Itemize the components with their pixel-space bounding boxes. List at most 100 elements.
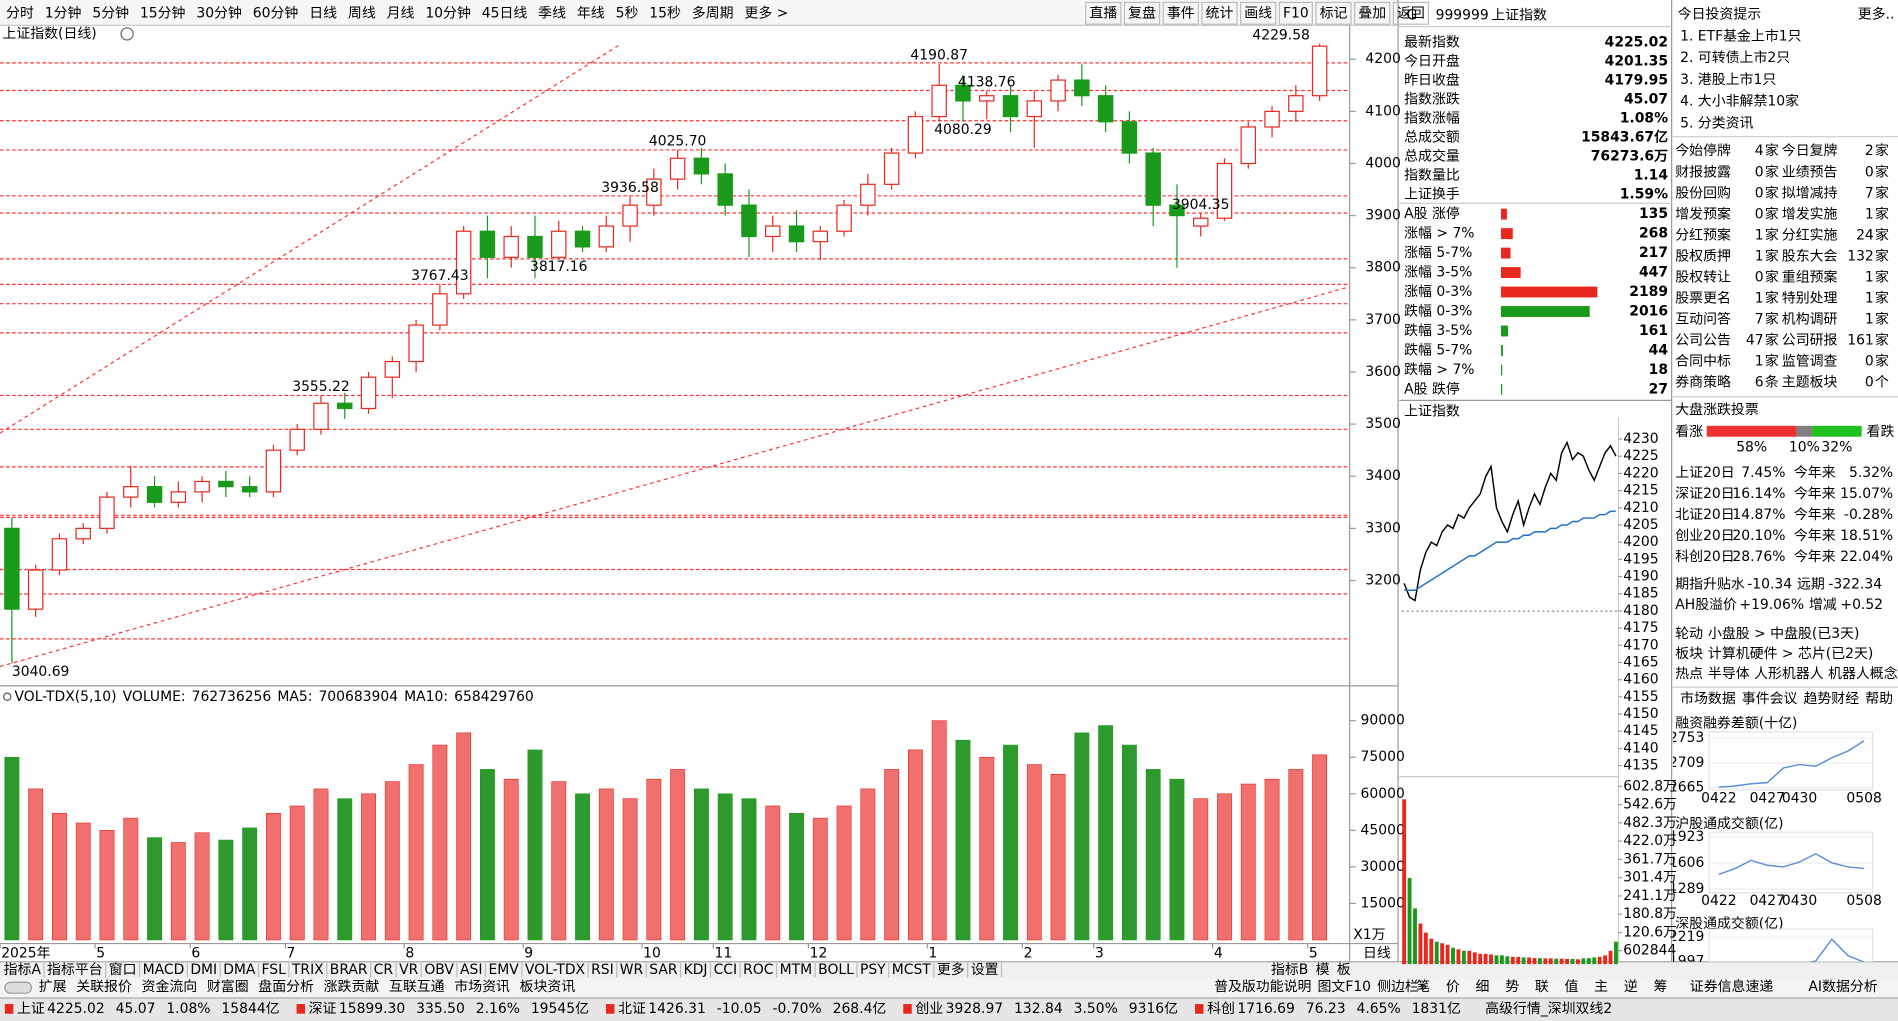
candle-body xyxy=(313,402,329,430)
indicator-tab[interactable]: 模 xyxy=(1316,962,1330,978)
period-tab[interactable]: 季线 xyxy=(538,5,566,21)
period-tab[interactable]: 30分钟 xyxy=(196,4,242,21)
side-tab[interactable]: 趋势财经 xyxy=(1804,691,1860,707)
mini-frame xyxy=(1708,731,1874,791)
candle-body xyxy=(1050,79,1066,102)
period-tab[interactable]: 多周期 xyxy=(692,4,734,21)
toolbar-button[interactable]: 统计 xyxy=(1206,5,1234,21)
indicator-tab[interactable]: 窗口 xyxy=(109,961,137,978)
indicator-tab[interactable]: CCI xyxy=(714,962,738,978)
indicator-tab[interactable]: ASI xyxy=(460,962,482,978)
axis-unit: X1万 xyxy=(1353,927,1385,943)
toolbar-bg xyxy=(0,0,1399,26)
view-tab[interactable]: 联 xyxy=(1535,979,1549,995)
indicator-tab[interactable]: 设置 xyxy=(971,962,999,978)
indicator-tab[interactable]: DMI xyxy=(190,962,217,978)
view-tab[interactable]: 价 xyxy=(1446,979,1460,995)
toolbar-button[interactable]: 复盘 xyxy=(1128,4,1156,21)
view-tab[interactable]: 筹 xyxy=(1653,978,1667,995)
side-tab[interactable]: 事件会议 xyxy=(1742,691,1798,707)
y-tick-label: 4220 xyxy=(1623,465,1658,481)
indicator-tab[interactable]: 指标A xyxy=(4,962,42,978)
indicator-tab[interactable]: 指标B xyxy=(1271,962,1308,978)
event-label: 监管调查 xyxy=(1782,354,1838,370)
info-tab[interactable]: 侧边栏» xyxy=(1377,979,1427,995)
dropdown-icon[interactable] xyxy=(120,27,134,41)
toolbar-button[interactable]: F10 xyxy=(1283,5,1309,21)
view-tab[interactable]: 笔 xyxy=(1416,979,1430,995)
period-tab[interactable]: 15分钟 xyxy=(140,4,186,21)
period-tab[interactable]: 10分钟 xyxy=(425,4,471,21)
indicator-tab[interactable]: CR xyxy=(374,962,394,978)
period-tab[interactable]: 1分钟 xyxy=(45,4,82,21)
event-unit: 家 xyxy=(1875,332,1889,349)
indicator-tab[interactable]: 板 xyxy=(1337,962,1351,978)
indicator-tab[interactable]: BRAR xyxy=(330,962,368,978)
indicator-tab[interactable]: VOL-TDX xyxy=(525,962,586,978)
period-tab[interactable]: 15秒 xyxy=(649,5,681,21)
side-link[interactable]: 证券信息速递 xyxy=(1690,978,1774,995)
indicator-tab[interactable]: EMV xyxy=(488,962,519,978)
indicator-tab[interactable]: KDJ xyxy=(684,962,708,978)
period-tab[interactable]: 周线 xyxy=(348,5,376,21)
info-tab[interactable]: 盘面分析 xyxy=(258,978,314,995)
indicator-tab[interactable]: ROC xyxy=(743,962,773,978)
toolbar-button[interactable]: 标记 xyxy=(1320,5,1348,21)
info-tab[interactable]: 普及版功能说明 xyxy=(1214,979,1311,995)
info-tab[interactable]: 关联报价 xyxy=(76,979,132,995)
view-tab[interactable]: 细 xyxy=(1476,979,1490,995)
indicator-tab[interactable]: VR xyxy=(399,962,419,978)
tip-count: 2 xyxy=(1767,50,1776,66)
period-tab[interactable]: 月线 xyxy=(387,5,415,21)
view-tab[interactable]: 势 xyxy=(1505,979,1519,995)
period-tab[interactable]: 年线 xyxy=(577,5,605,21)
info-tab[interactable]: 互联互通 xyxy=(389,979,445,995)
row-label: 今年来 xyxy=(1794,486,1836,502)
volume-bar xyxy=(170,842,186,941)
info-tab[interactable]: 板块资讯 xyxy=(520,979,576,995)
y-tick-label: 422.0万 xyxy=(1623,833,1677,849)
indicator-tab[interactable]: PSY xyxy=(860,962,886,978)
period-tab[interactable]: 60分钟 xyxy=(253,4,299,21)
toolbar-button[interactable]: 画线 xyxy=(1244,5,1272,21)
indicator-tab[interactable]: MCST xyxy=(892,962,932,978)
indicator-tab[interactable]: MACD xyxy=(143,962,185,978)
toolbar-button[interactable]: 直播 xyxy=(1089,4,1117,21)
row-label: 创业20日 xyxy=(1675,528,1734,544)
info-tab[interactable]: 图文F10 xyxy=(1318,979,1372,995)
period-tab[interactable]: 更多 > xyxy=(744,4,788,21)
period-tab[interactable]: 分时 xyxy=(6,5,34,21)
period-tab[interactable]: 5秒 xyxy=(616,5,639,21)
side-tab[interactable]: 市场数据 xyxy=(1680,690,1736,707)
indicator-tab[interactable]: FSL xyxy=(262,962,287,978)
view-tab[interactable]: 值 xyxy=(1565,979,1579,995)
info-tab[interactable]: 涨跌贡献 xyxy=(324,979,380,995)
indicator-tab[interactable]: DMA xyxy=(223,962,256,978)
indicator-tab[interactable]: WR xyxy=(620,962,644,978)
view-tab[interactable]: 主 xyxy=(1594,979,1608,995)
more-link[interactable]: 更多.. xyxy=(1858,6,1895,23)
view-tab[interactable]: 逆 xyxy=(1624,979,1638,995)
toolbar-button[interactable]: 返回 xyxy=(1397,5,1425,21)
indicator-tab[interactable]: 更多 xyxy=(937,961,965,978)
indicator-tab[interactable]: SAR xyxy=(649,962,678,978)
side-tab[interactable]: 帮助 xyxy=(1865,691,1893,707)
info-tab[interactable]: 资金流向 xyxy=(142,979,198,995)
side-link[interactable]: AI数据分析 xyxy=(1808,979,1877,995)
indicator-tab[interactable]: TRIX xyxy=(291,962,324,978)
toolbar-button[interactable]: 事件 xyxy=(1167,5,1195,21)
indicator-tab[interactable]: 指标平台 xyxy=(47,962,103,978)
indicator-tab[interactable]: OBV xyxy=(424,962,454,978)
indicator-tab[interactable]: RSI xyxy=(591,962,614,978)
indicator-tab[interactable]: MTM xyxy=(780,962,813,978)
candle-body xyxy=(574,230,591,248)
info-tab[interactable]: 财富圈 xyxy=(207,978,249,995)
period-tab[interactable]: 日线 xyxy=(309,5,337,21)
info-tab[interactable]: 市场资讯 xyxy=(454,978,510,995)
x-tick-label: 2 xyxy=(1024,945,1033,961)
info-tab[interactable]: 扩展 xyxy=(39,979,67,995)
period-tab[interactable]: 45日线 xyxy=(482,5,528,21)
period-tab[interactable]: 5分钟 xyxy=(92,4,129,21)
indicator-tab[interactable]: BOLL xyxy=(818,962,854,978)
toolbar-button[interactable]: 叠加 xyxy=(1358,5,1386,21)
